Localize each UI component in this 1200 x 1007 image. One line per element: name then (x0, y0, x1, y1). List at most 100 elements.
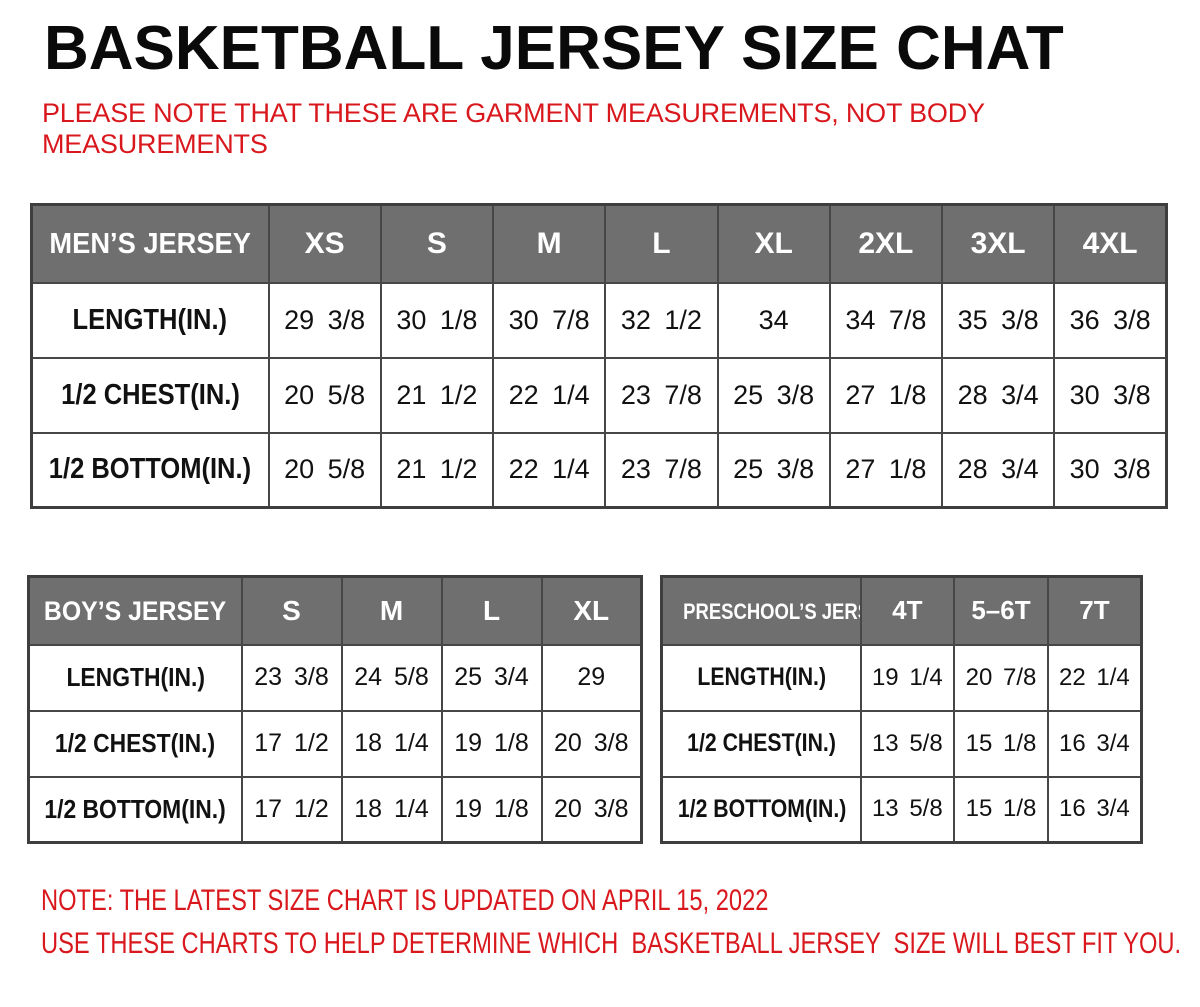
value-cell: 22 1/4 (491, 431, 607, 509)
size-col-header: L (604, 203, 719, 284)
row-label: 1/2 BOTTOM(IN.) (49, 453, 252, 486)
size-col-header: 5–6T (953, 575, 1049, 646)
value-cell: 27 1/8 (828, 431, 944, 509)
table-title-cell: MEN’S JERSEY (30, 203, 270, 284)
value-cell: 30 3/8 (1053, 356, 1168, 434)
table-title-cell: PRESCHOOL’S JERSEY (660, 575, 862, 646)
row-label-cell: LENGTH(IN.) (660, 643, 862, 712)
table-title-cell: BOY’S JERSEY (27, 575, 243, 646)
value-cell: 21 1/2 (379, 356, 495, 434)
value-cell: 25 3/8 (716, 356, 831, 434)
size-col-header: S (240, 575, 343, 646)
value-cell: 34 (716, 281, 831, 359)
value-cell: 24 5/8 (340, 643, 443, 712)
row-label-cell: 1/2 CHEST(IN.) (660, 709, 862, 778)
size-col-header: XL (540, 575, 643, 646)
row-label-cell: 1/2 CHEST(IN.) (27, 709, 243, 778)
value-cell: 20 7/8 (953, 643, 1049, 712)
value-cell: 27 1/8 (828, 356, 944, 434)
row-label: 1/2 BOTTOM(IN.) (44, 793, 226, 824)
value-cell: 32 1/2 (604, 281, 719, 359)
size-col-header: XS (267, 203, 382, 284)
size-col-header: 7T (1046, 575, 1143, 646)
size-col-header: M (340, 575, 443, 646)
row-label-cell: 1/2 BOTTOM(IN.) (660, 775, 862, 844)
value-cell: 34 7/8 (828, 281, 944, 359)
size-col-header: 4T (859, 575, 956, 646)
value-cell: 25 3/8 (716, 431, 831, 509)
header-row: PRESCHOOL’S JERSEY 4T 5–6T 7T (660, 575, 1143, 646)
row-label: 1/2 CHEST(IN.) (686, 729, 836, 757)
size-col-header: L (440, 575, 543, 646)
row-label: 1/2 BOTTOM(IN.) (677, 794, 847, 823)
value-cell: 15 1/8 (953, 709, 1049, 778)
value-cell: 23 3/8 (240, 643, 343, 712)
value-cell: 20 3/8 (540, 709, 643, 778)
value-cell: 29 3/8 (267, 281, 382, 359)
table-row: 1/2 CHEST(IN.) 17 1/2 18 1/4 19 1/8 20 3… (27, 709, 643, 778)
page-title: BASKETBALL JERSEY SIZE CHAT (44, 14, 1064, 83)
value-cell: 16 3/4 (1046, 775, 1143, 844)
row-label-cell: LENGTH(IN.) (30, 281, 270, 359)
row-label-cell: 1/2 CHEST(IN.) (30, 356, 270, 434)
size-col-header: XL (716, 203, 831, 284)
value-cell: 23 7/8 (604, 431, 719, 509)
size-col-header: S (379, 203, 495, 284)
value-cell: 22 1/4 (491, 356, 607, 434)
value-cell: 30 3/8 (1053, 431, 1168, 509)
value-cell: 25 3/4 (440, 643, 543, 712)
table-row: LENGTH(IN.) 23 3/8 24 5/8 25 3/4 29 (27, 643, 643, 712)
value-cell: 23 7/8 (604, 356, 719, 434)
value-cell: 22 1/4 (1046, 643, 1143, 712)
row-label: LENGTH(IN.) (696, 663, 826, 691)
fit-advice-note: USE THESE CHARTS TO HELP DETERMINE WHICH… (41, 927, 1182, 960)
row-label: LENGTH(IN.) (72, 303, 228, 336)
value-cell: 18 1/4 (340, 709, 443, 778)
table-title: PRESCHOOL’S JERSEY (683, 599, 858, 625)
value-cell: 20 5/8 (267, 431, 382, 509)
table-title: MEN’S JERSEY (49, 227, 251, 260)
value-cell: 29 (540, 643, 643, 712)
row-label: LENGTH(IN.) (65, 662, 205, 692)
boys-jersey-table: BOY’S JERSEY S M L XL LENGTH(IN.) 23 3/8… (27, 575, 643, 844)
value-cell: 21 1/2 (379, 431, 495, 509)
header-row: MEN’S JERSEY XS S M L XL 2XL 3XL 4XL (30, 203, 1168, 284)
value-cell: 13 5/8 (859, 709, 956, 778)
row-label-cell: LENGTH(IN.) (27, 643, 243, 712)
value-cell: 28 3/4 (940, 356, 1056, 434)
value-cell: 20 5/8 (267, 356, 382, 434)
garment-measurement-note: PLEASE NOTE THAT THESE ARE GARMENT MEASU… (42, 98, 985, 160)
value-cell: 20 3/8 (540, 775, 643, 844)
size-col-header: 4XL (1053, 203, 1168, 284)
size-col-header: 3XL (940, 203, 1056, 284)
header-row: BOY’S JERSEY S M L XL (27, 575, 643, 646)
value-cell: 17 1/2 (240, 775, 343, 844)
table-title: BOY’S JERSEY (44, 595, 227, 626)
value-cell: 16 3/4 (1046, 709, 1143, 778)
value-cell: 19 1/8 (440, 709, 543, 778)
table-row: 1/2 CHEST(IN.) 13 5/8 15 1/8 16 3/4 (660, 709, 1143, 778)
row-label: 1/2 CHEST(IN.) (60, 378, 240, 411)
mens-jersey-table: MEN’S JERSEY XS S M L XL 2XL 3XL 4XL LEN… (30, 203, 1168, 509)
update-date-note: NOTE: THE LATEST SIZE CHART IS UPDATED O… (41, 884, 769, 917)
value-cell: 19 1/4 (859, 643, 956, 712)
size-col-header: 2XL (828, 203, 944, 284)
value-cell: 18 1/4 (340, 775, 443, 844)
value-cell: 19 1/8 (440, 775, 543, 844)
table-row: 1/2 BOTTOM(IN.) 20 5/8 21 1/2 22 1/4 23 … (30, 431, 1168, 509)
row-label-cell: 1/2 BOTTOM(IN.) (30, 431, 270, 509)
value-cell: 28 3/4 (940, 431, 1056, 509)
value-cell: 13 5/8 (859, 775, 956, 844)
value-cell: 30 7/8 (491, 281, 607, 359)
table-row: LENGTH(IN.) 29 3/8 30 1/8 30 7/8 32 1/2 … (30, 281, 1168, 359)
value-cell: 17 1/2 (240, 709, 343, 778)
table-row: 1/2 BOTTOM(IN.) 13 5/8 15 1/8 16 3/4 (660, 775, 1143, 844)
table-row: 1/2 BOTTOM(IN.) 17 1/2 18 1/4 19 1/8 20 … (27, 775, 643, 844)
row-label: 1/2 CHEST(IN.) (55, 728, 216, 758)
row-label-cell: 1/2 BOTTOM(IN.) (27, 775, 243, 844)
size-col-header: M (491, 203, 607, 284)
preschool-jersey-table: PRESCHOOL’S JERSEY 4T 5–6T 7T LENGTH(IN.… (660, 575, 1143, 844)
value-cell: 35 3/8 (940, 281, 1056, 359)
value-cell: 15 1/8 (953, 775, 1049, 844)
table-row: LENGTH(IN.) 19 1/4 20 7/8 22 1/4 (660, 643, 1143, 712)
